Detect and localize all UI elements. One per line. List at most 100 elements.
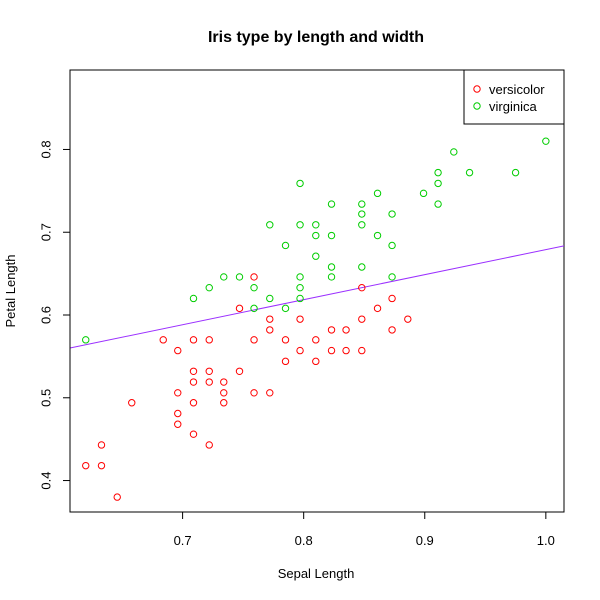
data-point-virginica [388, 241, 396, 250]
y-tick-label: 0.4 [38, 472, 53, 490]
data-point-virginica [266, 221, 274, 229]
data-point-virginica [296, 221, 304, 229]
data-point-virginica [388, 210, 396, 218]
data-point-versicolor [205, 367, 213, 375]
data-point-virginica [327, 200, 336, 208]
data-point-virginica [358, 210, 366, 218]
data-point-virginica [388, 273, 396, 281]
y-axis: 0.4 0.5 0.6 0.7 0.8 [38, 140, 71, 490]
data-point-versicolor [189, 430, 198, 438]
data-point-versicolor [312, 357, 320, 366]
data-point-versicolor [189, 367, 198, 375]
trend-line [69, 245, 565, 349]
legend-label-versicolor: versicolor [489, 82, 545, 97]
data-point-versicolor [235, 304, 244, 313]
data-point-versicolor [266, 389, 274, 397]
data-point-virginica [281, 304, 290, 313]
data-point-versicolor [266, 315, 274, 323]
data-point-virginica [250, 304, 258, 313]
data-point-virginica [327, 273, 336, 281]
data-point-virginica [542, 137, 550, 145]
data-point-versicolor [404, 315, 412, 323]
data-point-versicolor [281, 357, 290, 366]
data-point-versicolor [250, 336, 258, 344]
legend-marker-versicolor [473, 85, 481, 93]
trend-line-layer [69, 245, 565, 349]
y-tick-label: 0.6 [38, 306, 53, 324]
data-point-versicolor [97, 461, 106, 470]
data-point-versicolor [358, 315, 366, 323]
data-point-versicolor [312, 336, 320, 344]
data-point-virginica [205, 283, 213, 292]
legend: versicolor virginica [463, 69, 565, 125]
data-point-versicolor [220, 399, 228, 407]
y-axis-label: Petal Length [3, 254, 18, 327]
data-point-versicolor [113, 493, 121, 501]
legend-marker-virginica [473, 102, 481, 110]
data-point-versicolor [205, 441, 213, 449]
data-point-virginica [281, 241, 290, 250]
data-point-virginica [373, 231, 382, 240]
data-point-virginica [235, 273, 244, 281]
data-point-versicolor [174, 409, 182, 418]
data-point-versicolor [174, 346, 182, 355]
data-point-virginica [511, 168, 520, 177]
data-point-versicolor [373, 304, 382, 313]
data-point-versicolor [388, 326, 396, 334]
data-point-virginica [312, 231, 320, 240]
data-point-versicolor [296, 315, 304, 323]
data-point-virginica [358, 200, 366, 208]
x-axis: 0.7 0.8 0.9 1.0 [174, 511, 555, 548]
data-point-versicolor [327, 326, 336, 334]
data-point-versicolor [388, 294, 396, 303]
x-tick-label: 0.9 [416, 533, 434, 548]
data-point-virginica [296, 179, 304, 188]
data-point-virginica [82, 336, 90, 344]
data-point-virginica [327, 263, 336, 271]
data-point-versicolor [189, 378, 198, 386]
x-tick-label: 0.8 [295, 533, 313, 548]
data-point-virginica [312, 252, 320, 260]
data-point-versicolor [128, 399, 136, 407]
data-point-virginica [434, 168, 442, 177]
data-point-versicolor [250, 389, 258, 397]
data-point-virginica [358, 263, 366, 271]
data-point-versicolor [358, 346, 366, 355]
data-point-virginica [434, 200, 442, 208]
data-point-versicolor [205, 336, 213, 344]
data-point-virginica [327, 231, 336, 240]
legend-box [463, 69, 565, 125]
data-point-virginica [296, 294, 304, 303]
data-point-virginica [373, 189, 382, 198]
data-point-virginica [296, 283, 304, 292]
data-point-versicolor [205, 378, 213, 386]
data-point-versicolor [266, 326, 274, 334]
data-point-virginica [250, 283, 258, 292]
data-point-versicolor [296, 346, 304, 355]
data-point-versicolor [358, 283, 366, 292]
data-point-versicolor [97, 441, 106, 449]
data-point-versicolor [281, 336, 290, 344]
data-point-virginica [419, 189, 428, 198]
data-point-versicolor [342, 326, 350, 334]
y-tick-label: 0.5 [38, 389, 53, 407]
data-point-versicolor [220, 378, 228, 386]
data-point-virginica [266, 294, 274, 303]
chart-title: Iris type by length and width [208, 29, 424, 46]
data-point-versicolor [174, 389, 182, 397]
data-point-virginica [434, 179, 442, 188]
y-tick-label: 0.8 [38, 140, 53, 158]
data-point-versicolor [250, 273, 258, 281]
data-point-versicolor [189, 399, 198, 407]
data-point-versicolor [327, 346, 336, 355]
data-point-virginica [450, 148, 458, 156]
data-point-versicolor [342, 346, 350, 355]
data-point-virginica [296, 273, 304, 281]
data-point-virginica [189, 294, 198, 303]
x-tick-label: 1.0 [537, 533, 555, 548]
data-point-versicolor [174, 420, 182, 428]
data-point-virginica [358, 221, 366, 229]
x-axis-label: Sepal Length [278, 566, 355, 581]
data-point-versicolor [159, 336, 167, 344]
